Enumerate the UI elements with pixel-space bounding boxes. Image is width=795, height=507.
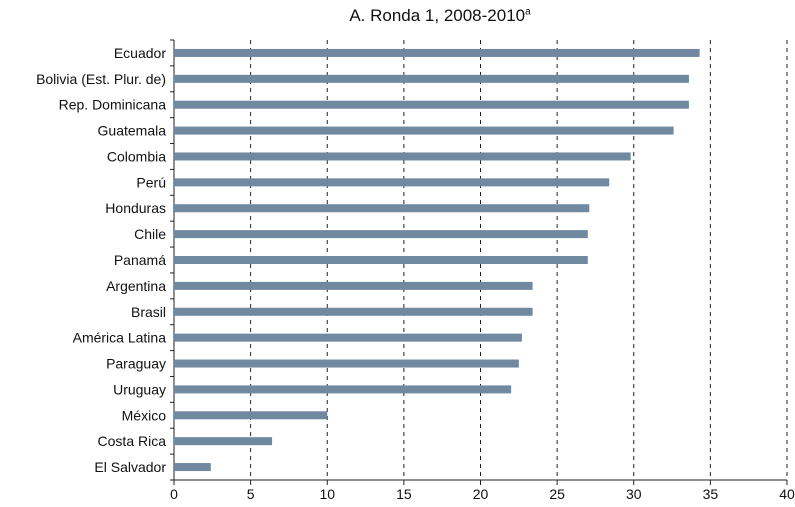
- bar-3: [174, 126, 674, 135]
- category-label-4: Colombia: [107, 148, 166, 164]
- category-label-16: El Salvador: [94, 459, 166, 475]
- category-label-12: Paraguay: [106, 356, 166, 372]
- bar-15: [174, 437, 273, 446]
- category-label-0: Ecuador: [114, 45, 166, 61]
- bar-2: [174, 100, 689, 109]
- chart-title-text: A. Ronda 1, 2008-2010: [349, 6, 526, 25]
- category-label-3: Guatemala: [98, 123, 167, 139]
- bar-4: [174, 152, 631, 161]
- category-label-1: Bolivia (Est. Plur. de): [36, 71, 166, 87]
- category-label-10: Brasil: [131, 304, 166, 320]
- bar-5: [174, 178, 610, 187]
- x-tick-label-5: 5: [247, 486, 255, 502]
- x-tick-label-10: 10: [319, 486, 335, 502]
- bar-8: [174, 256, 588, 264]
- category-label-8: Panamá: [114, 252, 166, 268]
- category-label-7: Chile: [134, 226, 166, 242]
- bar-9: [174, 281, 533, 290]
- x-tick-label-35: 35: [703, 486, 719, 502]
- x-tick-label-15: 15: [396, 486, 412, 502]
- x-tick-label-20: 20: [473, 486, 489, 502]
- category-label-11: América Latina: [73, 330, 167, 346]
- chart-title-footnote-mark: a: [525, 6, 531, 18]
- bar-14: [174, 411, 328, 420]
- bar-10: [174, 307, 533, 316]
- category-label-14: México: [122, 407, 167, 423]
- x-tick-label-40: 40: [779, 486, 795, 502]
- x-tick-label-0: 0: [170, 486, 178, 502]
- x-tick-label-25: 25: [549, 486, 565, 502]
- x-tick-label-30: 30: [626, 486, 642, 502]
- bar-7: [174, 230, 588, 239]
- bar-16: [174, 463, 211, 472]
- category-label-9: Argentina: [106, 278, 166, 294]
- bar-13: [174, 385, 512, 394]
- bar-6: [174, 204, 590, 213]
- bar-1: [174, 74, 689, 83]
- category-label-15: Costa Rica: [98, 433, 167, 449]
- category-label-6: Honduras: [105, 200, 166, 216]
- bar-11: [174, 333, 522, 342]
- bar-12: [174, 359, 519, 368]
- chart-title: A. Ronda 1, 2008-2010a: [0, 6, 795, 26]
- category-label-5: Perú: [136, 174, 166, 190]
- category-label-2: Rep. Dominicana: [59, 97, 167, 113]
- bar-0: [174, 48, 700, 57]
- category-label-13: Uruguay: [113, 381, 166, 397]
